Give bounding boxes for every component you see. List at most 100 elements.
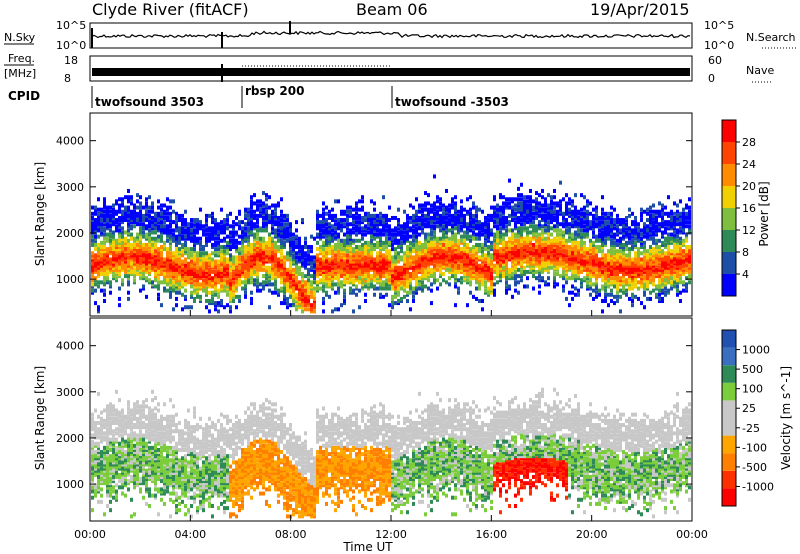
power-cells-cell [235, 215, 238, 220]
power-cells-cell [226, 282, 229, 287]
power-cells-cell [358, 257, 361, 262]
power-cells-cell [160, 265, 163, 270]
power-cells-cell [223, 255, 226, 260]
power-cells-cell [277, 267, 280, 272]
power-cells-cell [292, 245, 295, 250]
power-cells-cell [244, 286, 247, 291]
power-cells-cell [286, 305, 289, 310]
power-cells-cell [181, 259, 184, 264]
power-cells-cell [256, 205, 259, 210]
power-cells-cell [280, 257, 283, 262]
power-cells-cell [493, 232, 496, 237]
power-cells-cell [268, 236, 271, 241]
power-cells-cell [469, 253, 472, 258]
power-cells-cell [379, 215, 382, 220]
power-cells-cell [124, 242, 127, 247]
power-cells-cell [427, 278, 430, 283]
power-cells-cell [130, 195, 133, 200]
power-cells-cell [142, 269, 145, 274]
power-cells-cell [553, 284, 556, 289]
power-cells-cell [181, 228, 184, 233]
power-cells-cell [247, 261, 250, 266]
power-cells-cell [193, 257, 196, 262]
power-cells-cell [517, 207, 520, 212]
power-cells-cell [190, 265, 193, 270]
power-cells-cell [316, 213, 319, 218]
power-cells-cell [265, 267, 268, 272]
power-cells-cell [97, 280, 100, 285]
power-cells-cell [220, 255, 223, 260]
power-cells-cell [319, 267, 322, 272]
power-cells-cell [256, 249, 259, 254]
power-cells-cell [334, 249, 337, 254]
power-cells-cell [127, 280, 130, 285]
power-cells-cell [547, 236, 550, 241]
power-cells-cell [601, 269, 604, 274]
power-cells-cell [187, 278, 190, 283]
power-cells-cell [469, 207, 472, 212]
power-cells-cell [118, 242, 121, 247]
power-cells-cell [514, 269, 517, 274]
power-cells-cell [292, 288, 295, 293]
power-cells-cell [172, 220, 175, 225]
power-cells-cell [199, 247, 202, 252]
power-cells-cell [586, 215, 589, 220]
power-cells-cell [175, 296, 178, 301]
power-cells-cell [328, 228, 331, 233]
power-cells-cell [553, 228, 556, 233]
power-cells-cell [532, 215, 535, 220]
power-cells-cell [109, 213, 112, 218]
power-cells-cell [121, 259, 124, 264]
power-cells-cell [358, 238, 361, 243]
power-cells-cell [190, 236, 193, 241]
power-cells-cell [475, 213, 478, 218]
power-cells-cell [352, 269, 355, 274]
power-cells-cell [373, 228, 376, 233]
power-cells-cell [532, 205, 535, 210]
power-cells-cell [184, 294, 187, 299]
power-cells-cell [196, 278, 199, 283]
power-cells-cell [280, 232, 283, 237]
power-cells-cell [604, 238, 607, 243]
power-cells-cell [343, 242, 346, 247]
power-cells-cell [349, 234, 352, 239]
power-cells-cell [481, 232, 484, 237]
power-cells-cell [445, 280, 448, 285]
power-cells-cell [127, 245, 130, 250]
power-cells-cell [322, 211, 325, 216]
power-cells-cell [247, 251, 250, 256]
power-cells-cell [304, 242, 307, 247]
power-cells-cell [166, 215, 169, 220]
power-cells-cell [91, 242, 94, 247]
power-cells-cell [280, 280, 283, 285]
power-cells-cell [142, 226, 145, 231]
power-cells-cell [265, 215, 268, 220]
power-cells-cell [538, 193, 541, 198]
power-cells-cell [157, 220, 160, 225]
power-cells-cell [274, 240, 277, 245]
power-cells-cell [301, 276, 304, 281]
power-cells-cell [298, 249, 301, 254]
power-cells-cell [259, 253, 262, 258]
power-cells-cell [409, 203, 412, 208]
power-cells-cell [322, 228, 325, 233]
power-cells-cell [298, 242, 301, 247]
power-cells-cell [382, 294, 385, 299]
power-cells-cell [136, 242, 139, 247]
power-cells-cell [397, 238, 400, 243]
power-cells-cell [163, 263, 166, 268]
power-cells-cell [127, 211, 130, 216]
power-cells-cell [529, 218, 532, 223]
power-cells-cell [238, 211, 241, 216]
power-cells-cell [328, 234, 331, 239]
power-cells-cell [217, 288, 220, 293]
power-cells-cell [328, 240, 331, 245]
power-cells-cell [562, 284, 565, 289]
power-cells-cell [235, 294, 238, 299]
power-cells-cell [262, 253, 265, 258]
power-cells-cell [376, 278, 379, 283]
power-cells-cell [103, 274, 106, 279]
power-cells-cell [277, 224, 280, 229]
power-cells-cell [118, 205, 121, 210]
power-cells-cell [157, 218, 160, 223]
